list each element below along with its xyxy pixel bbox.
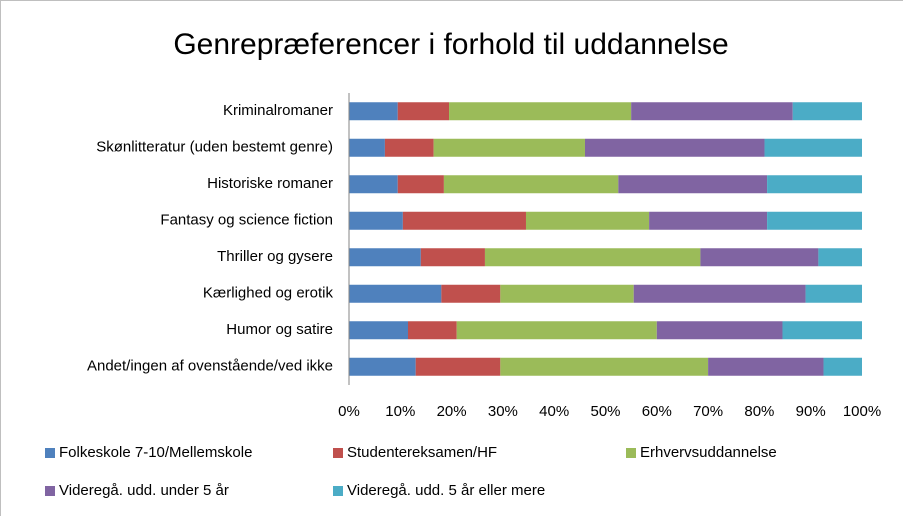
- bar-segment: [449, 102, 632, 121]
- y-tick-label: Fantasy og science fiction: [160, 212, 333, 229]
- bar-segment: [349, 284, 442, 303]
- bar-segment: [384, 138, 434, 157]
- x-tick-label: 30%: [488, 403, 518, 420]
- legend-swatch: [333, 486, 343, 496]
- y-tick-label: Historiske romaner: [207, 175, 333, 192]
- bar-segment: [782, 321, 862, 340]
- x-tick-label: 10%: [385, 403, 415, 420]
- bar-segment: [349, 211, 403, 230]
- bar-segment: [443, 175, 619, 194]
- legend-swatch: [626, 448, 636, 458]
- bar-segment: [767, 211, 862, 230]
- chart-title: Genrepræferencer i forhold til uddannels…: [173, 28, 728, 61]
- bar-segment: [633, 284, 806, 303]
- legend-label: Folkeskole 7-10/Mellemskole: [59, 444, 252, 461]
- y-tick-label: Andet/ingen af ovenstående/ved ikke: [87, 358, 333, 375]
- bar-segment: [433, 138, 585, 157]
- bar-segment: [631, 102, 793, 121]
- bar-segment: [415, 357, 501, 376]
- legend-label: Videregå. udd. 5 år eller mere: [347, 482, 545, 499]
- bar-segment: [420, 248, 485, 267]
- bar-segment: [402, 211, 526, 230]
- bar-segment: [349, 138, 385, 157]
- x-tick-label: 20%: [437, 403, 467, 420]
- bar-segment: [500, 357, 709, 376]
- bar-segment: [397, 175, 444, 194]
- bar-segment: [767, 175, 862, 194]
- bar-segment: [708, 357, 824, 376]
- bar-segment: [397, 102, 450, 121]
- bar-segment: [805, 284, 862, 303]
- bar-segment: [818, 248, 862, 267]
- legend-swatch: [45, 486, 55, 496]
- bar-segment: [456, 321, 657, 340]
- bar-segment: [792, 102, 862, 121]
- x-tick-label: 60%: [642, 403, 672, 420]
- y-tick-label: Thriller og gysere: [217, 248, 333, 265]
- legend-label: Erhvervsuddannelse: [640, 444, 777, 461]
- legend-swatch: [333, 448, 343, 458]
- bar-segment: [484, 248, 701, 267]
- x-tick-label: 80%: [744, 403, 774, 420]
- x-tick-label: 70%: [693, 403, 723, 420]
- bar-segment: [764, 138, 862, 157]
- bar-segment: [441, 284, 501, 303]
- bar-segment: [525, 211, 650, 230]
- y-tick-label: Kærlighed og erotik: [203, 285, 334, 302]
- bar-segment: [349, 102, 398, 121]
- bar-segment: [618, 175, 768, 194]
- bar-segment: [349, 248, 421, 267]
- x-tick-label: 90%: [796, 403, 826, 420]
- y-tick-label: Humor og satire: [226, 321, 333, 338]
- y-tick-label: Kriminalromaner: [223, 102, 333, 119]
- bar-segment: [700, 248, 819, 267]
- bar-segment: [584, 138, 765, 157]
- bar-segment: [349, 321, 408, 340]
- bar-segment: [500, 284, 634, 303]
- x-tick-label: 50%: [590, 403, 620, 420]
- x-tick-label: 40%: [539, 403, 569, 420]
- bar-segment: [349, 175, 398, 194]
- bar-segment: [656, 321, 783, 340]
- legend-label: Studentereksamen/HF: [347, 444, 497, 461]
- x-tick-label: 0%: [338, 403, 360, 420]
- y-tick-label: Skønlitteratur (uden bestemt genre): [96, 139, 333, 156]
- bar-segment: [349, 357, 416, 376]
- bar-segment: [407, 321, 457, 340]
- legend-label: Videregå. udd. under 5 år: [59, 482, 229, 499]
- bar-segment: [823, 357, 862, 376]
- bar-segment: [649, 211, 768, 230]
- x-tick-label: 100%: [843, 403, 881, 420]
- legend-swatch: [45, 448, 55, 458]
